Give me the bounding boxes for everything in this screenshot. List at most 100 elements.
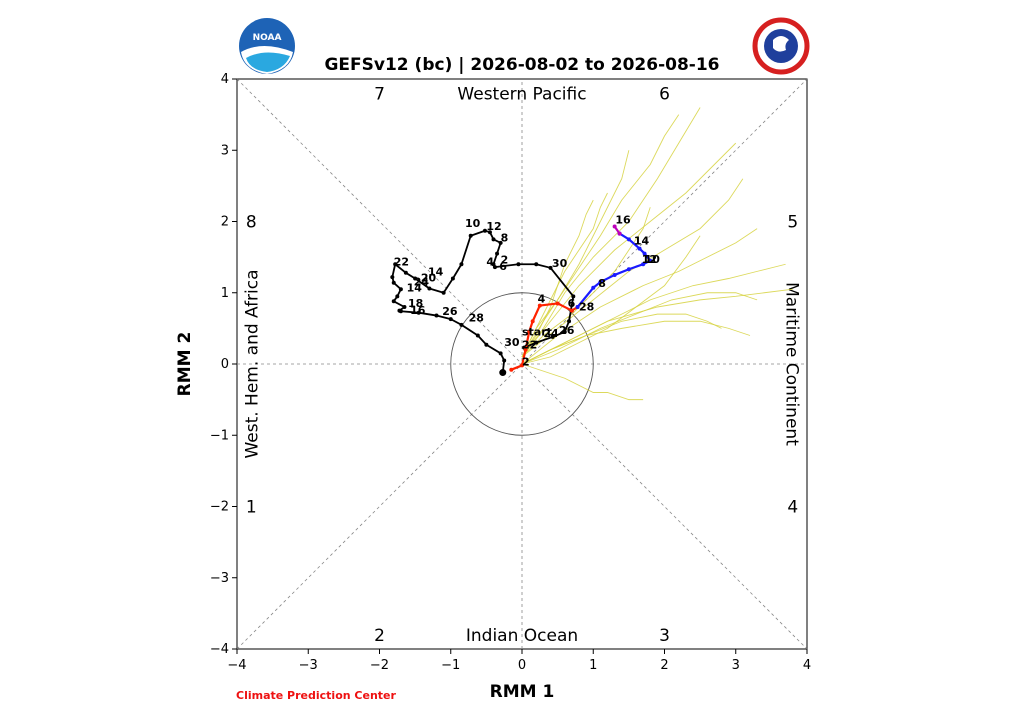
- forecast-week2-point: [626, 237, 631, 242]
- observed-point: [498, 240, 503, 245]
- observed-point: [398, 287, 403, 292]
- day-label: 24: [414, 276, 430, 289]
- x-tick-label: −3: [299, 658, 318, 673]
- day-label: 10: [645, 253, 661, 266]
- day-label: 6: [499, 260, 507, 273]
- day-label: 30: [504, 336, 520, 349]
- observed-point: [487, 230, 492, 235]
- observed-point: [459, 322, 464, 327]
- start-marker: [499, 369, 507, 377]
- observed-point: [390, 275, 395, 280]
- observed-point: [397, 308, 402, 313]
- unit-circle: [450, 292, 594, 436]
- observed-point: [567, 319, 572, 324]
- forecast-week2-point: [648, 258, 653, 263]
- day-label: 14: [428, 266, 444, 279]
- observed-point: [468, 233, 473, 238]
- y-tick-label: −2: [210, 500, 229, 515]
- observed-point: [482, 228, 487, 233]
- day-label: 22: [522, 338, 537, 351]
- phase-label: 5: [787, 213, 798, 233]
- observed-point: [502, 358, 507, 363]
- observed-point: [441, 290, 446, 295]
- region-label-bottom: Indian Ocean: [466, 626, 578, 646]
- phase-label: 2: [374, 626, 385, 646]
- observed-point: [393, 262, 398, 267]
- forecast-week1-point: [523, 347, 528, 352]
- day-label: 20: [421, 271, 437, 284]
- day-label: 26: [442, 305, 458, 318]
- y-tick-label: 0: [221, 357, 229, 372]
- x-tick-label: 1: [589, 658, 597, 673]
- day-label: 4: [538, 293, 546, 306]
- forecast-week1-track: [509, 301, 580, 372]
- x-tick-label: 2: [660, 658, 668, 673]
- ensemble-member-line: [521, 192, 608, 358]
- forecast-end-point: [617, 231, 622, 236]
- day-label: 14: [634, 234, 650, 247]
- day-label: 12: [486, 220, 501, 233]
- observed-point: [571, 294, 576, 299]
- observed-point: [492, 265, 497, 270]
- day-label: 4: [486, 256, 494, 269]
- observed-point: [427, 286, 432, 291]
- noaa-logo: NOAA: [239, 18, 295, 74]
- x-tick-label: 3: [732, 658, 740, 673]
- day-label: 10: [465, 217, 481, 230]
- forecast-week2-point: [591, 285, 596, 290]
- phase-label: 3: [659, 626, 670, 646]
- ensemble-member-line: [521, 288, 793, 365]
- ensemble-member-line: [521, 263, 786, 365]
- observed-point: [434, 313, 439, 318]
- nws-logo: [752, 17, 810, 75]
- observed-track: [390, 228, 576, 377]
- forecast-week1-point: [537, 303, 542, 308]
- ensemble-member-line: [521, 292, 758, 365]
- observed-point: [484, 342, 489, 347]
- y-tick-label: 4: [221, 72, 229, 87]
- observed-point: [516, 262, 521, 267]
- observed-point: [534, 340, 539, 345]
- y-tick-label: 2: [221, 215, 229, 230]
- observed-point: [448, 317, 453, 322]
- observed-point: [416, 310, 421, 315]
- svg-text:NOAA: NOAA: [253, 33, 282, 43]
- day-label: 2: [501, 254, 509, 267]
- ensemble-member-line: [521, 178, 744, 358]
- region-label-left: West. Hem. and Africa: [242, 269, 262, 458]
- forecast-week2-point: [626, 267, 631, 272]
- day-label: 16: [410, 304, 426, 317]
- ensemble-member-line: [521, 107, 701, 358]
- phase-label: 6: [659, 84, 670, 104]
- x-tick-label: 0: [518, 658, 526, 673]
- y-axis-label: RMM 2: [175, 332, 195, 397]
- observed-point: [498, 351, 503, 356]
- forecast-week2-point: [575, 305, 580, 309]
- ensemble-member-line: [521, 199, 594, 358]
- y-tick-label: 1: [221, 286, 229, 301]
- observed-point: [395, 294, 400, 299]
- x-tick-label: −2: [370, 658, 389, 673]
- day-label: 28: [579, 301, 594, 314]
- observed-point: [459, 262, 464, 267]
- day-label: 16: [615, 214, 631, 227]
- day-label: 24: [543, 327, 559, 340]
- day-label: 26: [559, 324, 575, 337]
- day-label: 14: [407, 281, 423, 294]
- region-label-top: Western Pacific: [457, 84, 586, 104]
- ensemble-member-line: [521, 235, 701, 365]
- x-axis-ticks: −4 −3 −2 −1 0 1 2 3 4: [227, 649, 811, 673]
- ensemble-member-line: [521, 114, 680, 358]
- y-tick-label: −1: [210, 428, 229, 443]
- observed-point: [475, 333, 480, 338]
- phase-label: 7: [374, 84, 385, 104]
- ensemble-members: [521, 107, 793, 401]
- forecast-week1-point: [569, 308, 574, 313]
- observed-point: [450, 276, 455, 281]
- day-label: 6: [568, 297, 576, 310]
- y-tick-label: −4: [210, 642, 229, 657]
- ensemble-member-line: [521, 363, 644, 401]
- day-label: 18: [408, 297, 423, 310]
